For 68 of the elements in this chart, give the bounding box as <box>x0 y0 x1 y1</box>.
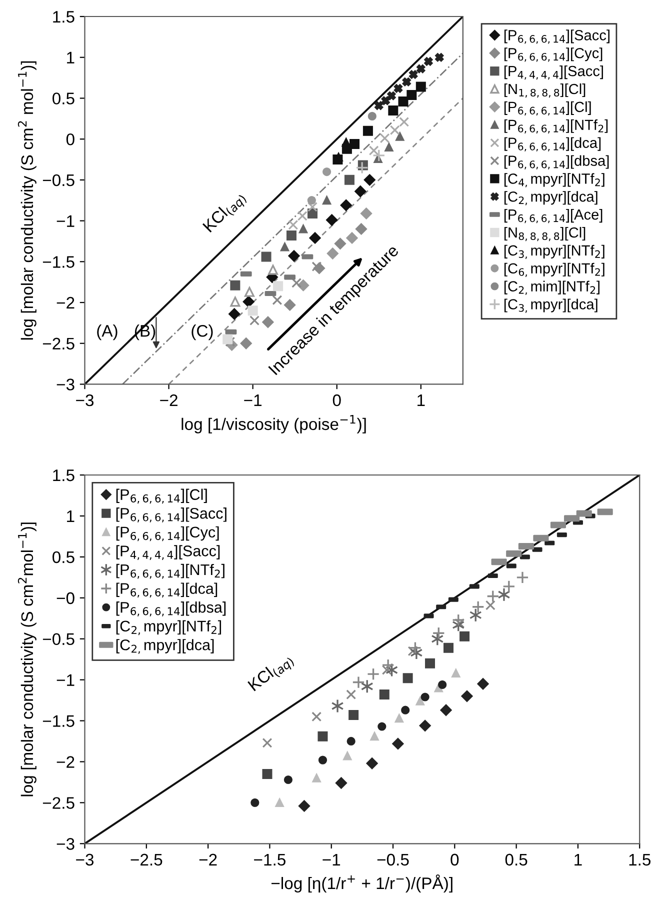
x-tick-label: −0.5 <box>377 854 409 866</box>
legend-label: [P$_{6,6,6,14}$][Cyc] <box>504 48 602 62</box>
y-tick-label: −0.5 <box>42 633 74 646</box>
legend-label: [P$_{6,6,6,14}$][dbsa] <box>116 602 226 616</box>
y-tick-label: −0 <box>56 592 74 604</box>
y-tick-label: −1.5 <box>42 715 74 727</box>
y-tick-label: −2 <box>56 296 74 309</box>
legend-label: [P$_{4,4,4,4}$][Sacc] <box>504 66 603 80</box>
x-tick-label: −3 <box>76 394 94 406</box>
y-tick-label: 0.5 <box>52 92 74 104</box>
legend-label: [P$_{4,4,4,4}$][Sacc] <box>116 545 220 560</box>
y-tick-label: −2 <box>56 756 74 768</box>
legend-label: [P$_{6,6,6,14}$][Ace] <box>504 209 602 224</box>
x-tick-label: −1.5 <box>254 854 286 866</box>
annotation: KCl$_{(aq)}$ <box>247 652 296 696</box>
x-tick-label: −2 <box>199 854 217 866</box>
legend-label: [P$_{6,6,6,14}$][dbsa] <box>504 155 609 170</box>
legend-label: [P$_{6,6,6,14}$][Cl] <box>504 101 591 116</box>
annotation: KCl$_{(aq)}$ <box>202 190 248 236</box>
x-tick-label: 0.5 <box>505 854 528 866</box>
y-axis-title: log [molar conductivity (S cm$^{2}$mol$^{−1}$)] <box>18 522 36 796</box>
legend-label: [N$_{8,8,8,8}$][Cl] <box>504 226 586 242</box>
legend-label: [P$_{6,6,6,14}$][NTf$_{2}$] <box>504 119 608 134</box>
x-tick-label: 1.5 <box>629 854 650 866</box>
x-tick-label: −3 <box>76 854 94 866</box>
legend-label: [P$_{6,6,6,14}$][Cl] <box>116 488 207 504</box>
y-tick-label: −2.5 <box>42 797 74 809</box>
y-tick-label: −1 <box>56 215 74 227</box>
x-tick-label: 1 <box>574 854 582 866</box>
legend-label: [C$_{6,}$mpyr][NTf$_{2}$] <box>504 262 604 277</box>
legend-label: [P$_{6,6,6,14}$][Sacc] <box>116 508 226 522</box>
legend-label: [N$_{1,8,8,8}$][Cl] <box>504 83 586 98</box>
annotation: (A) <box>97 324 118 340</box>
y-tick-label: 1 <box>67 510 74 522</box>
x-tick-label: −2.5 <box>130 854 162 866</box>
x-tick-label: −2 <box>160 394 178 406</box>
y-tick-label: −3 <box>56 838 74 850</box>
annotation: (C) <box>192 324 213 340</box>
y-tick-label: −3 <box>56 378 74 390</box>
y-tick-label: 1.5 <box>53 470 74 482</box>
x-tick-label: −1 <box>244 394 262 406</box>
y-tick-label: 0.5 <box>52 551 74 564</box>
legend-label: [C$_{3,}$mpyr][NTf$_{2}$] <box>504 244 604 260</box>
legend-label: [C$_{3,}$mpyr][dca] <box>504 298 598 313</box>
y-axis-title: log [molar conductivity (S cm$^{2}$ mol$^{−1}$)] <box>18 61 36 340</box>
legend-label: [C$_{2,}$mpyr][NTf$_{2}$] <box>116 620 222 636</box>
y-tick-label: −1.5 <box>42 256 74 268</box>
y-tick-label: 1.5 <box>53 11 74 23</box>
x-tick-label: 0 <box>450 854 459 866</box>
legend-label: [P$_{6,6,6,14}$][NTf$_{2}$] <box>116 564 224 579</box>
legend-label: [P$_{6,6,6,14}$][dca] <box>116 582 218 598</box>
x-axis-title: −log [η(1/r$^{+}$ + 1/r$^{−}$)/(PÅ)] <box>272 874 452 893</box>
legend-label: [P$_{6,6,6,14}$][Sacc] <box>504 30 610 44</box>
legend-label: [C$_{4,}$mpyr][NTf$_{2}$] <box>504 173 604 188</box>
y-tick-label: −1 <box>56 674 74 686</box>
legend-label: [C$_{2,}$mpyr][dca] <box>116 639 214 654</box>
legend-label: [C$_{2,}$mim][NTf$_{2}$] <box>504 280 600 295</box>
x-tick-label: 1 <box>418 394 425 406</box>
x-axis-title: log [1/viscosity (poise$^{−1}$)] <box>182 415 366 434</box>
y-tick-label: −0.5 <box>42 174 74 186</box>
x-tick-label: −1 <box>322 854 340 866</box>
legend-label: [P$_{6,6,6,14}$][Cyc] <box>116 526 219 542</box>
legend-label: [P$_{6,6,6,14}$][dca] <box>504 137 601 152</box>
y-tick-label: 1 <box>67 52 74 64</box>
x-tick-label: 0 <box>332 394 341 406</box>
legend-label: [C$_{2,}$mpyr][dca] <box>504 191 598 206</box>
y-tick-label: 0 <box>66 133 74 146</box>
y-tick-label: −2.5 <box>42 338 74 350</box>
